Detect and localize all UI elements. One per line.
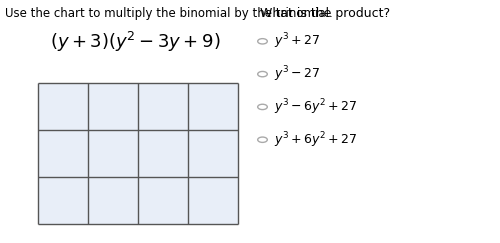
Text: $y^3 - 6y^2 + 27$: $y^3 - 6y^2 + 27$: [274, 97, 357, 117]
Bar: [138, 83, 188, 130]
Bar: [138, 130, 188, 177]
Bar: [88, 83, 138, 130]
Text: $y^3 - 27$: $y^3 - 27$: [274, 64, 320, 84]
Bar: [38, 177, 88, 224]
Text: $(y+3)(y^2-3y+9)$: $(y+3)(y^2-3y+9)$: [50, 30, 220, 54]
Bar: [38, 130, 88, 177]
Bar: [38, 83, 88, 130]
Bar: [188, 177, 238, 224]
Text: What is the product?: What is the product?: [260, 7, 390, 20]
Text: Use the chart to multiply the binomial by the trinomial.: Use the chart to multiply the binomial b…: [5, 7, 333, 20]
Bar: [188, 83, 238, 130]
Bar: [88, 177, 138, 224]
Bar: [88, 130, 138, 177]
Text: $y^3 + 6y^2 + 27$: $y^3 + 6y^2 + 27$: [274, 130, 357, 149]
Bar: [138, 177, 188, 224]
Text: $y^3 + 27$: $y^3 + 27$: [274, 32, 320, 51]
Bar: [188, 130, 238, 177]
